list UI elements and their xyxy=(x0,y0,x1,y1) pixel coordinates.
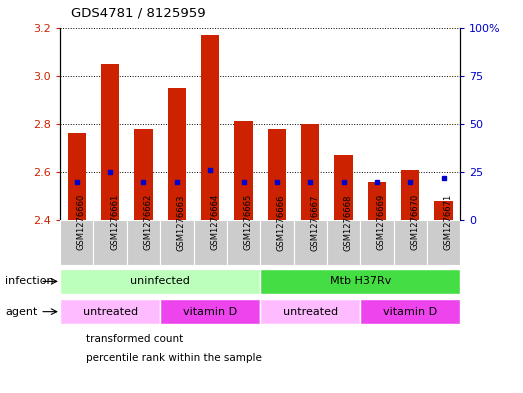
Text: GSM1276662: GSM1276662 xyxy=(143,194,153,250)
Text: GSM1276668: GSM1276668 xyxy=(344,194,353,250)
Bar xyxy=(368,182,386,220)
Bar xyxy=(327,220,360,265)
Bar xyxy=(394,220,427,265)
Text: GSM1276671: GSM1276671 xyxy=(444,194,452,250)
Bar xyxy=(260,269,460,294)
Text: transformed count: transformed count xyxy=(86,334,184,344)
Bar xyxy=(60,269,260,294)
Text: vitamin D: vitamin D xyxy=(183,307,237,317)
Bar xyxy=(301,124,320,220)
Bar xyxy=(268,129,286,220)
Bar xyxy=(260,299,360,324)
Bar xyxy=(293,220,327,265)
Bar xyxy=(160,220,194,265)
Bar xyxy=(127,220,160,265)
Text: GSM1276670: GSM1276670 xyxy=(410,194,419,250)
Bar xyxy=(334,155,353,220)
Bar xyxy=(168,88,186,220)
Text: infection: infection xyxy=(5,276,54,286)
Bar xyxy=(201,35,219,220)
Text: GSM1276667: GSM1276667 xyxy=(310,194,319,250)
Bar xyxy=(360,299,460,324)
Bar xyxy=(101,64,119,220)
Bar xyxy=(134,129,153,220)
Text: GSM1276663: GSM1276663 xyxy=(177,194,186,250)
Bar xyxy=(160,299,260,324)
Text: agent: agent xyxy=(5,307,38,317)
Text: Mtb H37Rv: Mtb H37Rv xyxy=(329,276,391,286)
Bar xyxy=(94,220,127,265)
Text: vitamin D: vitamin D xyxy=(383,307,437,317)
Bar xyxy=(401,169,419,220)
Bar xyxy=(360,220,393,265)
Bar xyxy=(60,220,94,265)
Bar xyxy=(427,220,460,265)
Text: uninfected: uninfected xyxy=(130,276,190,286)
Text: percentile rank within the sample: percentile rank within the sample xyxy=(86,353,262,363)
Text: GSM1276660: GSM1276660 xyxy=(77,194,86,250)
Bar xyxy=(260,220,293,265)
Bar xyxy=(227,220,260,265)
Bar xyxy=(435,201,453,220)
Text: untreated: untreated xyxy=(282,307,338,317)
Text: untreated: untreated xyxy=(83,307,138,317)
Bar xyxy=(60,299,160,324)
Text: GSM1276669: GSM1276669 xyxy=(377,194,386,250)
Bar xyxy=(67,133,86,220)
Bar xyxy=(194,220,227,265)
Text: GSM1276661: GSM1276661 xyxy=(110,194,119,250)
Text: GSM1276664: GSM1276664 xyxy=(210,194,219,250)
Text: GDS4781 / 8125959: GDS4781 / 8125959 xyxy=(71,7,205,20)
Bar xyxy=(234,121,253,220)
Text: GSM1276665: GSM1276665 xyxy=(244,194,253,250)
Text: GSM1276666: GSM1276666 xyxy=(277,194,286,250)
